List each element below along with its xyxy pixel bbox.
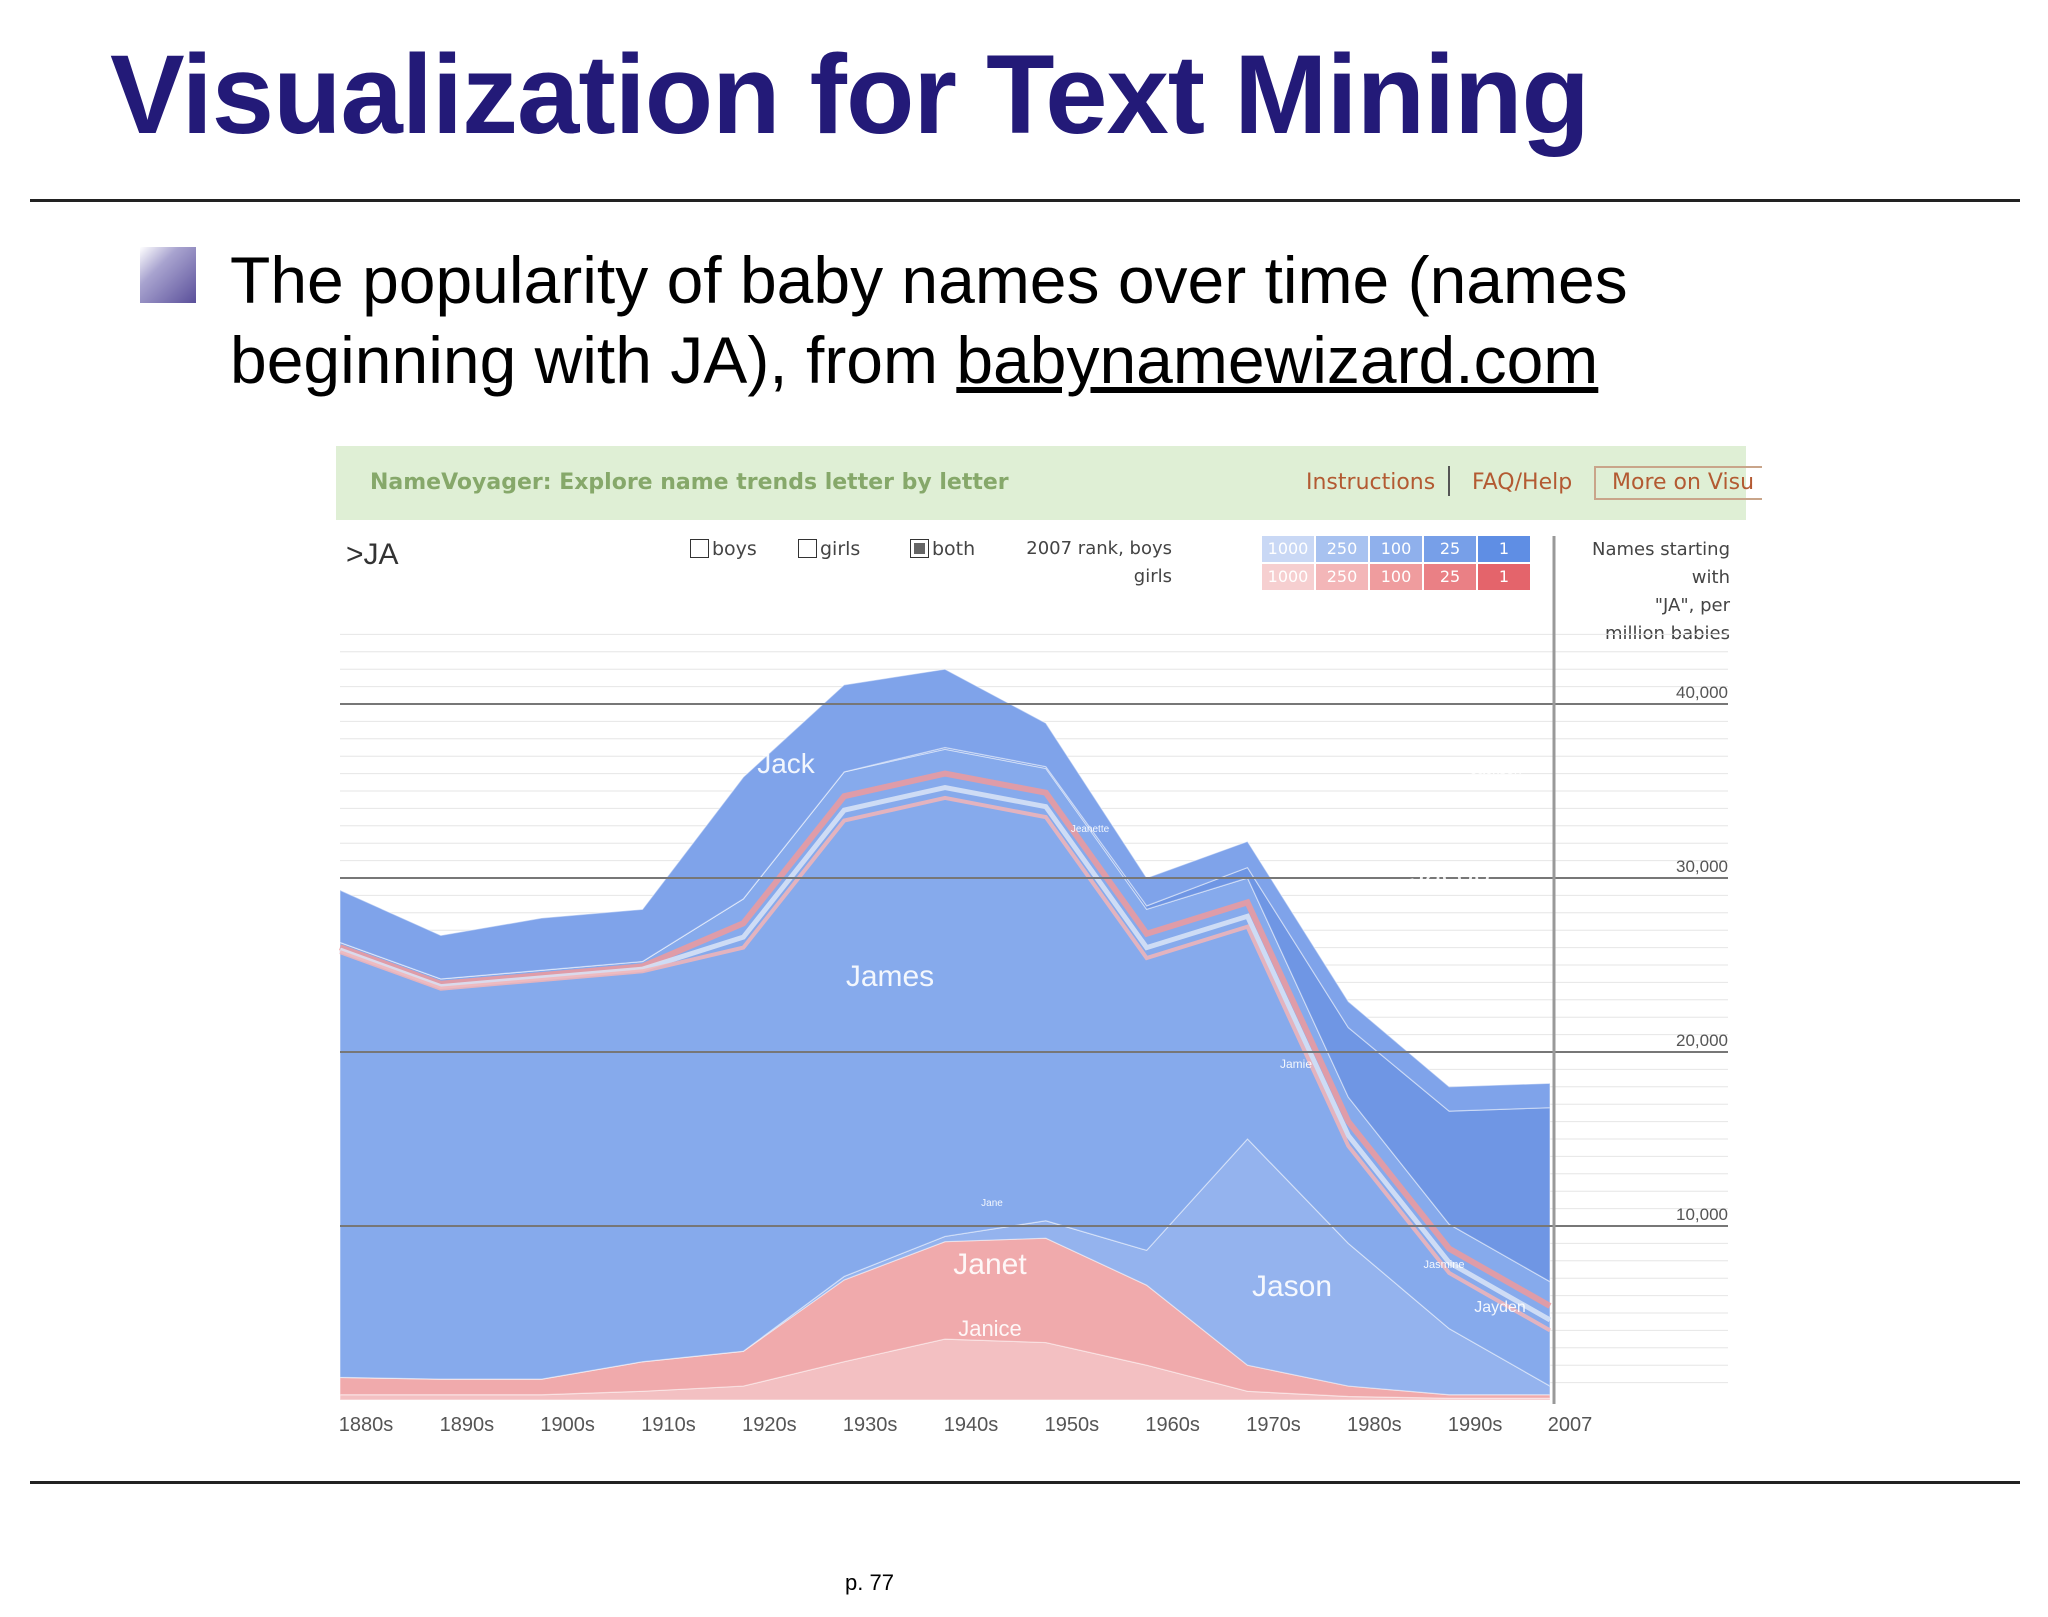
y-axis-note: Names starting with "JA", per million ba… xyxy=(1558,536,1730,648)
bullet-line-1: The popularity of baby names over time (… xyxy=(230,243,1628,317)
top-divider xyxy=(30,199,2020,202)
bullet-line-2: beginning with JA), from xyxy=(230,323,957,397)
filter-both-label: both xyxy=(932,538,976,560)
rank-cell-boy: 25 xyxy=(1424,536,1476,562)
series-label-jayden: Jayden xyxy=(1474,1299,1526,1316)
x-tick-label: 1950s xyxy=(1045,1414,1100,1436)
x-tick-label: 2007 xyxy=(1548,1414,1593,1436)
bullet-square-icon xyxy=(140,247,196,303)
series-label-janice: Janice xyxy=(958,1316,1022,1341)
source-link[interactable]: babynamewizard.com xyxy=(956,323,1599,397)
series-label-jeanette: Jeanette xyxy=(1071,824,1110,835)
y-tick-label: 40,000 xyxy=(1676,683,1728,702)
faq-link[interactable]: FAQ/Help xyxy=(1472,470,1573,495)
filter-girls-label: girls xyxy=(820,538,861,560)
x-tick-label: 1930s xyxy=(843,1414,898,1436)
checkbox-icon xyxy=(690,539,709,558)
x-tick-label: 1890s xyxy=(440,1414,495,1436)
filter-girls[interactable]: girls xyxy=(798,538,860,560)
series-label-jack: Jack xyxy=(757,748,816,779)
name-prefix-input[interactable]: >JA xyxy=(346,538,399,571)
y-tick-label: 20,000 xyxy=(1676,1031,1728,1050)
series-label-jason: Jason xyxy=(1252,1270,1332,1303)
checkbox-icon xyxy=(798,539,817,558)
filter-both[interactable]: both xyxy=(910,538,975,560)
x-tick-label: 1880s xyxy=(339,1414,394,1436)
slide-title: Visualization for Text Mining xyxy=(110,32,1590,157)
series-label-jasmine: Jasmine xyxy=(1424,1259,1465,1271)
rank-cell-girl: 250 xyxy=(1316,564,1368,590)
y-tick-label: 30,000 xyxy=(1676,857,1728,876)
filter-boys[interactable]: boys xyxy=(690,538,757,560)
rank-cell-girl: 1 xyxy=(1478,564,1530,590)
banner-title: NameVoyager: Explore name trends letter … xyxy=(370,470,1009,495)
series-label-janet: Janet xyxy=(953,1248,1027,1281)
series-label-jamie: Jamie xyxy=(1280,1057,1312,1071)
rank-cell-girl: 25 xyxy=(1424,564,1476,590)
series-label-jane: Jane xyxy=(981,1198,1003,1209)
rank-girls-label: girls xyxy=(1133,566,1172,587)
x-tick-label: 1970s xyxy=(1246,1414,1301,1436)
series-band xyxy=(339,795,1551,1333)
area-jack xyxy=(339,668,1551,1112)
x-tick-label: 1990s xyxy=(1448,1414,1503,1436)
rank-boys-label: 2007 rank, boys xyxy=(1026,538,1172,559)
series-label-jacob: Jacob xyxy=(1410,858,1490,891)
x-tick-label: 1940s xyxy=(944,1414,999,1436)
instructions-link[interactable]: Instructions xyxy=(1306,470,1436,495)
bullet-text: The popularity of baby names over time (… xyxy=(230,240,1628,400)
y-axis-note-line-3: million babies xyxy=(1604,623,1730,644)
rank-cell-boy: 1 xyxy=(1478,536,1530,562)
rank-cell-girl: 1000 xyxy=(1262,564,1314,590)
y-axis-note-line-1: Names starting with xyxy=(1592,539,1730,588)
series-band xyxy=(339,784,1552,1323)
namevoyager-screenshot: NameVoyager: Explore name trends letter … xyxy=(336,446,1762,1436)
page-number: p. 77 xyxy=(845,1570,894,1595)
app-banner: NameVoyager: Explore name trends letter … xyxy=(336,446,1762,520)
x-tick-label: 1900s xyxy=(540,1414,595,1436)
x-tick-label: 1960s xyxy=(1145,1414,1200,1436)
filter-boys-label: boys xyxy=(712,538,757,560)
checkbox-checked-icon xyxy=(910,539,929,558)
series-label-james: James xyxy=(846,960,934,993)
rank-cell-girl: 100 xyxy=(1370,564,1422,590)
x-tick-label: 1910s xyxy=(641,1414,696,1436)
bottom-divider xyxy=(30,1481,2020,1484)
stacked-area-chart: 40,000 30,000 20,000 10,000 1880s 1890s 1900s 1… xyxy=(338,536,1728,1436)
y-tick-label: 10,000 xyxy=(1676,1205,1728,1224)
x-tick-label: 1980s xyxy=(1347,1414,1402,1436)
rank-cell-boy: 100 xyxy=(1370,536,1422,562)
series-band xyxy=(338,770,1552,1309)
more-button[interactable]: More on Visu xyxy=(1594,466,1762,500)
banner-separator xyxy=(1448,466,1450,496)
rank-cell-boy: 250 xyxy=(1316,536,1368,562)
series-label-jackson: Jackson xyxy=(1470,761,1521,777)
rank-cell-boy: 1000 xyxy=(1262,536,1314,562)
x-tick-label: 1920s xyxy=(742,1414,797,1436)
y-axis-note-line-2: "JA", per xyxy=(1654,595,1730,616)
